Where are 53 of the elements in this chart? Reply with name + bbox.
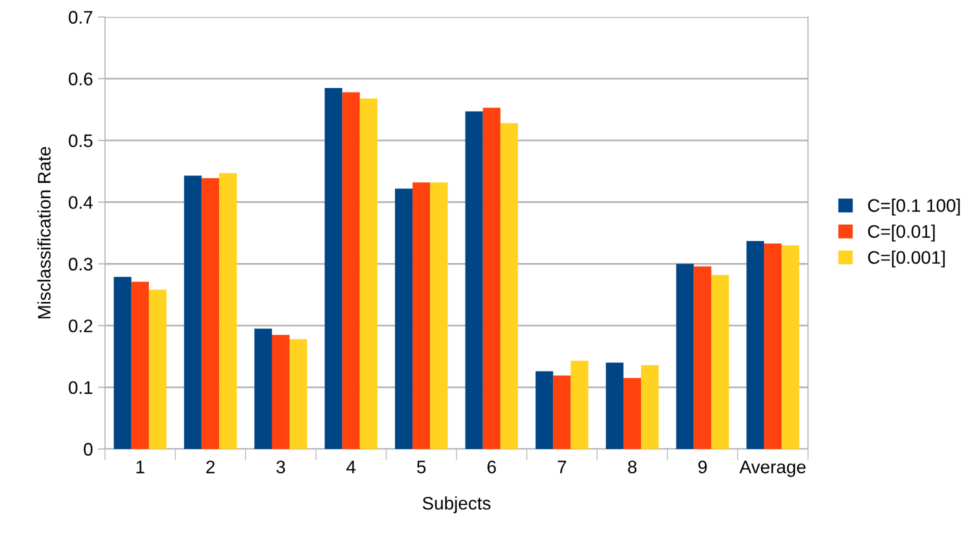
bar — [676, 264, 694, 449]
x-tick-label: 8 — [628, 460, 636, 474]
bar — [290, 339, 308, 449]
bar — [782, 245, 800, 449]
bar — [500, 123, 518, 449]
bar — [430, 182, 448, 449]
y-tick-label: 0.4 — [68, 196, 93, 209]
legend-label: C=[0.01] — [868, 224, 935, 242]
bar — [131, 282, 149, 449]
bar — [114, 276, 132, 449]
bar — [219, 173, 237, 449]
bar — [465, 111, 483, 449]
x-tick-label: 4 — [346, 460, 356, 474]
bar — [694, 266, 712, 449]
bar — [360, 98, 378, 449]
x-tick-label: 5 — [417, 460, 426, 474]
bar — [148, 290, 167, 449]
bar — [606, 362, 624, 449]
y-tick-label: 0.3 — [68, 258, 92, 271]
x-tick-label: 9 — [698, 460, 707, 474]
x-tick-label: 6 — [488, 460, 496, 474]
y-axis-title: Misclassification Rate — [37, 147, 51, 318]
y-tick-label: 0.2 — [68, 320, 92, 332]
bar — [272, 334, 290, 449]
y-tick-label: 0.5 — [68, 134, 92, 148]
x-tick-label: Average — [739, 460, 806, 477]
y-tick-label: 0 — [84, 442, 92, 456]
legend-label: C=[0.1 100] — [868, 198, 960, 216]
x-axis-title: Subjects — [422, 496, 490, 514]
y-tick-label: 0.1 — [68, 381, 92, 394]
x-tick-label: 1 — [136, 460, 144, 474]
bar — [641, 365, 659, 449]
bar — [254, 328, 272, 449]
y-tick-label: 0.7 — [68, 10, 92, 24]
bar — [394, 188, 413, 449]
bar — [623, 378, 642, 449]
bar — [570, 360, 588, 449]
bar — [746, 241, 764, 449]
x-tick-label: 3 — [276, 460, 285, 474]
bar — [482, 108, 500, 449]
bar — [536, 371, 554, 449]
x-tick-label: 7 — [558, 460, 566, 474]
bar — [553, 376, 571, 449]
legend-label: C=[0.001] — [868, 250, 945, 268]
bar — [711, 274, 729, 449]
bar — [342, 92, 360, 449]
x-tick-label: 2 — [206, 460, 215, 474]
bar — [202, 178, 220, 449]
bar — [412, 182, 430, 449]
y-tick-label: 0.6 — [68, 72, 92, 86]
bar — [764, 243, 782, 449]
bar — [184, 176, 202, 449]
bar — [324, 88, 342, 449]
